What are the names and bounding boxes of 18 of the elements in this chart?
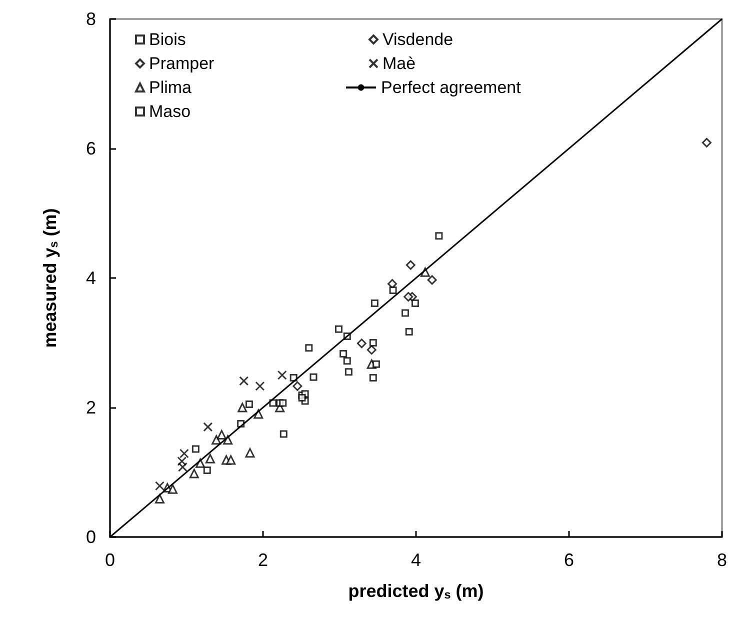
legend-label: Biois bbox=[149, 30, 186, 49]
legend-label: Perfect agreement bbox=[381, 78, 522, 97]
y-tick-label: 2 bbox=[86, 398, 96, 418]
y-tick-label: 0 bbox=[86, 527, 96, 547]
x-tick-label: 4 bbox=[410, 550, 422, 570]
legend-label: Visdende bbox=[382, 30, 454, 49]
x-tick-label: 2 bbox=[258, 550, 268, 570]
x-tick-label: 0 bbox=[104, 550, 116, 570]
y-tick-label: 6 bbox=[86, 138, 96, 158]
legend-label: Maso bbox=[149, 102, 191, 121]
y-tick-label: 4 bbox=[86, 268, 96, 288]
legend-label: Pramper bbox=[149, 54, 215, 73]
legend-label: Maè bbox=[382, 54, 416, 73]
x-tick-label: 6 bbox=[564, 550, 574, 570]
y-tick-label: 8 bbox=[86, 9, 96, 29]
y-axis-title: measured ys (m) bbox=[40, 208, 60, 348]
x-tick-label: 8 bbox=[716, 550, 727, 570]
legend-label: Plima bbox=[149, 78, 192, 97]
